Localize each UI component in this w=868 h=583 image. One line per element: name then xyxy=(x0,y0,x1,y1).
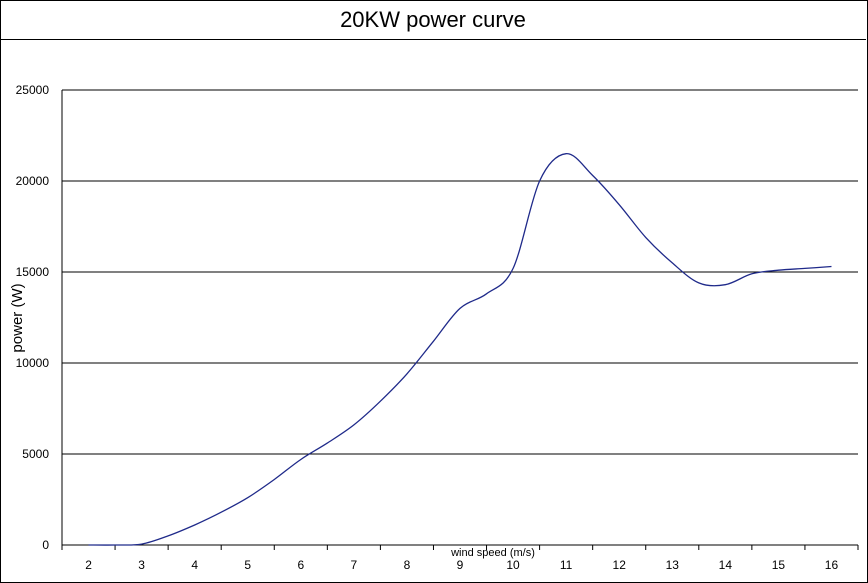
x-tick-label-3: 3 xyxy=(138,558,145,572)
x-tick-labels: 2 3 4 5 6 7 8 9 10 11 12 13 14 15 16 xyxy=(85,558,838,572)
y-tick-label-5000: 5000 xyxy=(22,447,49,461)
x-tick-label-12: 12 xyxy=(613,558,627,572)
title-bar: 20KW power curve xyxy=(0,0,866,40)
y-tick-label-25000: 25000 xyxy=(16,83,50,97)
x-axis-title: wind speed (m/s) xyxy=(450,547,535,559)
y-axis-title: power (W) xyxy=(9,283,26,352)
x-tick-label-2: 2 xyxy=(85,558,92,572)
x-tick-label-11: 11 xyxy=(560,558,573,572)
gridlines xyxy=(62,89,858,455)
x-tick-label-10: 10 xyxy=(506,558,520,572)
x-tick-label-13: 13 xyxy=(666,558,680,572)
x-tick-label-6: 6 xyxy=(297,558,304,572)
y-tick-labels: 0 5000 10000 15000 20000 25000 xyxy=(16,83,50,552)
y-tick-label-20000: 20000 xyxy=(16,174,50,188)
y-tick-label-15000: 15000 xyxy=(16,265,50,279)
x-tick-label-14: 14 xyxy=(719,558,733,572)
chart-title: 20KW power curve xyxy=(340,7,526,32)
x-tick-label-5: 5 xyxy=(244,558,251,572)
y-tick-label-0: 0 xyxy=(42,538,49,552)
series-layer xyxy=(88,153,832,546)
x-tick-label-7: 7 xyxy=(351,558,358,572)
axes xyxy=(61,90,859,550)
x-tick-label-4: 4 xyxy=(191,558,198,572)
y-tick-label-10000: 10000 xyxy=(16,356,50,370)
power-curve-line xyxy=(88,153,832,546)
x-tick-label-16: 16 xyxy=(825,558,839,572)
x-tick-label-9: 9 xyxy=(457,558,464,572)
x-tick-label-15: 15 xyxy=(772,558,786,572)
x-tick-label-8: 8 xyxy=(404,558,411,572)
